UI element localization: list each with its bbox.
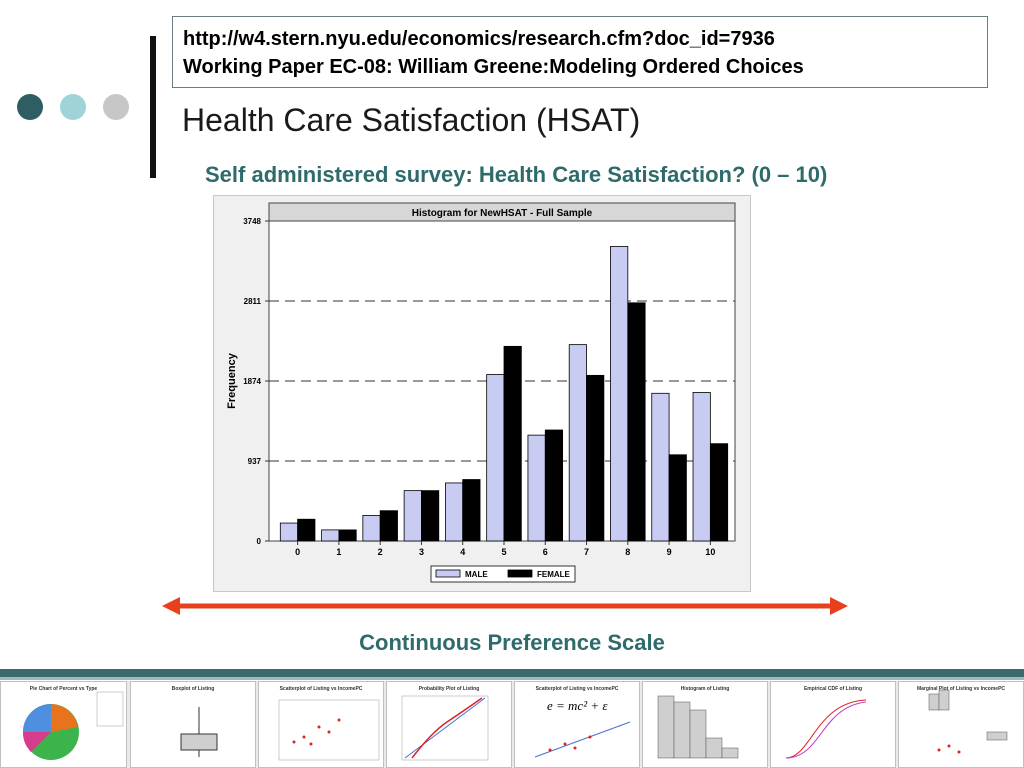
bar-female [627,302,646,542]
bar-male [321,529,340,542]
chart-svg: Histogram for NewHSAT - Full Sample Freq… [226,202,736,583]
thumb-title: Empirical CDF of Listing [803,686,863,692]
thumb-title: Marginal Plot of Listing vs IncomePC [916,686,1006,692]
x-tick-label: 0 [295,547,300,557]
thumb-boxplot: Boxplot of Listing [130,681,256,768]
bar-male [444,482,464,542]
thumb-histogram: Histogram of Listing [642,681,768,768]
thumb-scatterplot-2: Scatterplot of Listing vs IncomePC e = m… [514,681,640,768]
thumb-title: Boxplot of Listing [171,686,215,692]
x-tick-label: 1 [336,547,341,557]
bar-female [379,510,398,542]
cdf-icon [785,699,867,759]
y-tick-label: 0 [257,537,262,546]
probability-icon [401,695,489,761]
y-tick-label: 937 [248,457,262,466]
x-tick-label: 7 [584,547,589,557]
legend-swatch [507,569,533,578]
legend-swatch [435,569,461,578]
decor-vertical-bar [150,36,156,178]
thumb-pie-chart: Pie Chart of Percent vs Type [0,681,127,768]
thumb-scatterplot-1: Scatterplot of Listing vs IncomePC [258,681,384,768]
thumb-formula: e = mc² + ε [547,698,608,714]
x-tick-label: 8 [625,547,630,557]
thumb-empirical-cdf: Empirical CDF of Listing [770,681,896,768]
bar-male [568,344,587,542]
bar-male [403,490,422,542]
thumb-marginal-plot: Marginal Plot of Listing vs IncomePC [898,681,1024,768]
pie-icon [22,691,124,760]
legend-label: MALE [465,570,488,579]
y-tick-label: 2811 [244,297,262,306]
marginal-icon [928,689,1008,754]
bar-male [527,434,546,542]
thumbnail-strip: Pie Chart of Percent vs Type Boxplot of … [0,681,1024,768]
thumb-title: Scatterplot of Listing vs IncomePC [535,686,619,692]
slide-subtitle: Self administered survey: Health Care Sa… [205,162,828,187]
boxplot-icon [180,707,218,757]
x-tick-label: 9 [667,547,672,557]
bar-male [610,246,629,542]
thumb-title: Probability Plot of Listing [418,686,480,692]
thumb-title: Scatterplot of Listing vs IncomePC [279,686,363,692]
bar-male [692,392,711,542]
decor-dot-dark [17,94,43,120]
bar-female [297,518,316,542]
x-tick-label: 2 [378,547,383,557]
source-box: http://w4.stern.nyu.edu/economics/resear… [172,16,988,88]
bar-female [338,529,357,542]
thumb-probability-plot: Probability Plot of Listing [386,681,512,768]
x-tick-label: 6 [543,547,548,557]
bar-male [486,374,505,542]
slide-title: Health Care Satisfaction (HSAT) [182,102,641,138]
bar-female [462,479,481,542]
y-tick-label: 3748 [243,217,261,226]
chart-title: Histogram for NewHSAT - Full Sample [412,208,593,219]
x-tick-label: 10 [705,547,715,557]
footer-band [0,669,1024,677]
thumb-title: Histogram of Listing [680,686,730,692]
bar-female [709,443,729,542]
bar-female [503,345,522,542]
scale-label: Continuous Preference Scale [359,630,665,655]
bar-female [544,429,564,542]
thumb-title: Pie Chart of Percent vs Type [29,686,98,692]
bar-male [279,522,299,542]
legend-box [430,565,576,583]
bar-female [586,374,605,542]
decor-dot-gray [103,94,129,120]
y-tick-label: 1874 [243,377,261,386]
y-axis-label: Frequency [226,352,238,409]
scatter-icon [278,699,380,761]
x-tick-label: 5 [501,547,506,557]
scatter-fit-icon [534,721,631,758]
x-tick-label: 3 [419,547,424,557]
legend-label: FEMALE [537,570,571,579]
source-paper: Working Paper EC-08: William Greene:Mode… [183,56,804,78]
x-tick-label: 4 [460,547,465,557]
histogram-icon [657,695,739,759]
histogram-chart: Histogram for NewHSAT - Full Sample Freq… [213,195,751,592]
footer-band-light [0,677,1024,680]
bar-female [668,454,687,542]
bar-male [651,392,670,542]
bar-female [421,490,440,542]
decor-dot-light [60,94,86,120]
bar-male [362,514,381,542]
preference-scale-arrow [162,597,848,615]
source-url[interactable]: http://w4.stern.nyu.edu/economics/resear… [183,28,775,50]
